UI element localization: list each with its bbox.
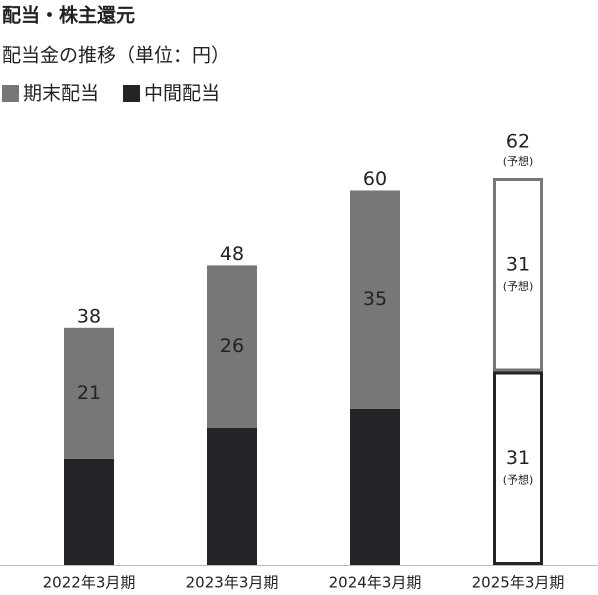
bar-segment	[207, 427, 257, 565]
total-label: 62	[506, 131, 530, 153]
segment-label: 26	[220, 335, 244, 357]
total-label: 60	[363, 168, 387, 190]
forecast-note: (予想)	[503, 472, 534, 486]
forecast-note: (予想)	[503, 279, 534, 293]
x-tick-label: 2025年3月期	[472, 574, 565, 592]
segment-label: 25	[363, 475, 387, 497]
legend-swatch	[123, 85, 141, 102]
segment-label: 22	[220, 485, 244, 507]
segment-label: 17	[77, 500, 101, 522]
total-label: 38	[77, 305, 101, 327]
segment-label: 21	[77, 382, 101, 404]
legend-swatch	[2, 85, 19, 102]
bar-segment	[350, 190, 400, 409]
x-tick-label: 2023年3月期	[186, 574, 279, 592]
bar-segment	[493, 178, 543, 372]
bar-segment	[493, 371, 543, 565]
chart-subtitle: 配当金の推移（単位：円）	[2, 45, 230, 67]
bar-segment	[207, 265, 257, 428]
bar-segment	[64, 327, 114, 459]
bar-segment	[350, 408, 400, 565]
legend-label: 中間配当	[144, 83, 220, 105]
x-tick-label: 2022年3月期	[43, 574, 136, 592]
total-label: 48	[220, 243, 244, 265]
segment-label: 35	[363, 288, 387, 310]
segment-label: 31	[506, 447, 530, 469]
forecast-note: (予想)	[503, 154, 534, 168]
x-tick-label: 2024年3月期	[329, 574, 422, 592]
legend-label: 期末配当	[23, 83, 99, 105]
chart-title: 配当・株主還元	[2, 4, 135, 27]
bar-segment	[64, 458, 114, 565]
segment-label: 31	[506, 253, 530, 275]
